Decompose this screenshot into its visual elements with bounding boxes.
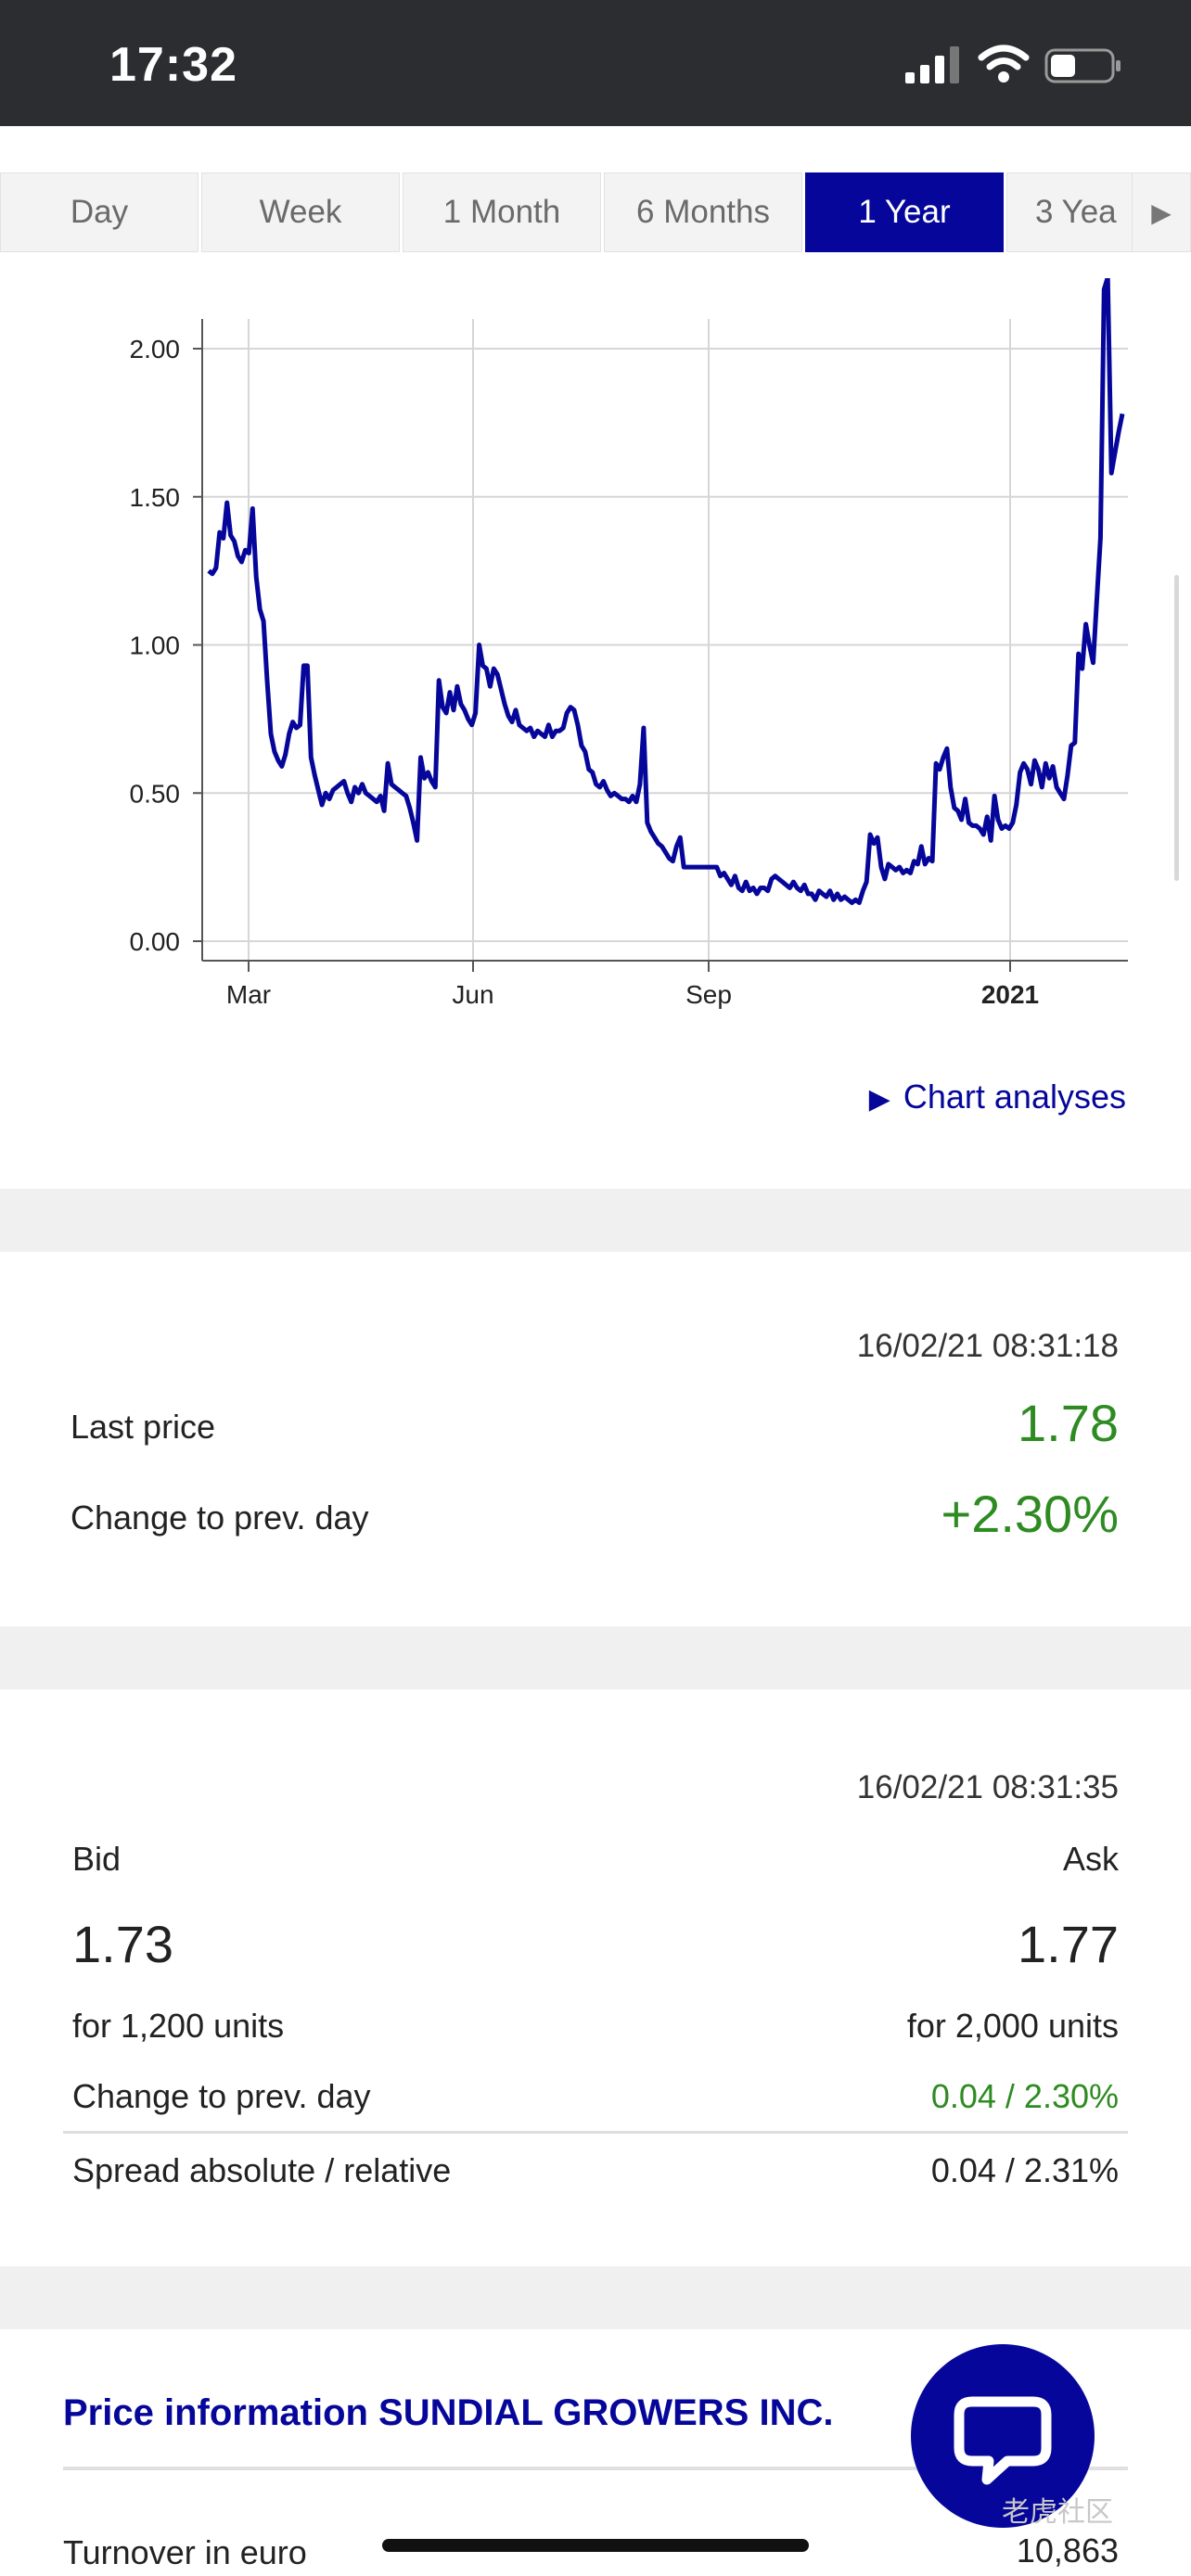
ask-value: 1.77 xyxy=(1018,1915,1119,1973)
last-price-label: Last price xyxy=(70,1408,216,1446)
ask-label: Ask xyxy=(1062,1840,1119,1878)
tab-6-months[interactable]: 6 Months xyxy=(604,172,802,252)
bid-ask-change-value: 0.04 / 2.30% xyxy=(930,2077,1119,2115)
tab-day[interactable]: Day xyxy=(0,172,198,252)
period-tabs: Day Week 1 Month 6 Months 1 Year 3 Yea xyxy=(0,172,1191,252)
chart-analyses-link[interactable]: ▶ Chart analyses xyxy=(869,1078,1126,1116)
home-indicator[interactable] xyxy=(382,2539,809,2552)
x-tick-label: Sep xyxy=(685,980,732,1009)
change-label: Change to prev. day xyxy=(70,1498,369,1537)
x-tick-label: Mar xyxy=(226,980,271,1009)
title-underline xyxy=(63,2467,1128,2470)
chart-analyses-label: Chart analyses xyxy=(903,1078,1126,1116)
price-info-title: Price information SUNDIAL GROWERS INC. xyxy=(63,2392,834,2433)
last-price-value: 1.78 xyxy=(1018,1394,1119,1452)
ask-units: for 2,000 units xyxy=(906,2007,1119,2045)
last-price-timestamp: 16/02/21 08:31:18 xyxy=(856,1328,1119,1364)
price-chart: 0.00 0.50 1.00 1.50 2.00 Mar Jun Sep 2021 xyxy=(130,278,1128,1009)
price-series-line xyxy=(207,278,1125,905)
tab-1-year[interactable]: 1 Year xyxy=(805,172,1004,252)
bid-value: 1.73 xyxy=(72,1915,173,1973)
watermark-logo: 老虎社区 xyxy=(1002,2497,1113,2528)
status-time: 17:32 xyxy=(109,38,237,92)
x-tick-label: Jun xyxy=(452,980,493,1009)
section-divider xyxy=(0,1189,1191,1252)
y-tick-label: 2.00 xyxy=(130,335,181,363)
scroll-indicator xyxy=(1174,575,1179,881)
tab-week[interactable]: Week xyxy=(201,172,400,252)
turnover-value: 10,863 xyxy=(1016,2531,1119,2570)
x-tick-label: 2021 xyxy=(981,980,1039,1009)
spread-label: Spread absolute / relative xyxy=(72,2151,452,2189)
turnover-label: Turnover in euro xyxy=(63,2533,307,2571)
section-divider xyxy=(0,1626,1191,1690)
y-tick-label: 1.50 xyxy=(130,483,181,512)
tabs-scroll-right-icon[interactable]: ▶ xyxy=(1132,172,1191,252)
tab-1-month[interactable]: 1 Month xyxy=(403,172,601,252)
bid-ask-timestamp: 16/02/21 08:31:35 xyxy=(856,1769,1119,1805)
wifi-icon xyxy=(978,45,1030,83)
chat-bubble-icon xyxy=(954,2396,1052,2485)
y-tick-label: 0.50 xyxy=(130,779,181,808)
bid-label: Bid xyxy=(72,1840,122,1878)
status-bar: 17:32 xyxy=(0,0,1191,126)
play-arrow-icon: ▶ xyxy=(868,1084,890,1115)
signal-icon xyxy=(905,46,959,83)
bid-ask-change-label: Change to prev. day xyxy=(72,2077,371,2115)
bid-units: for 1,200 units xyxy=(72,2007,285,2045)
change-value: +2.30% xyxy=(941,1485,1120,1543)
battery-icon xyxy=(1044,48,1121,83)
y-tick-label: 1.00 xyxy=(130,631,181,660)
chat-button[interactable] xyxy=(911,2344,1095,2528)
y-tick-label: 0.00 xyxy=(130,927,181,956)
row-divider xyxy=(63,2131,1128,2134)
spread-value: 0.04 / 2.31% xyxy=(930,2151,1119,2189)
tab-3-years[interactable]: 3 Yea xyxy=(1006,172,1155,252)
section-divider xyxy=(0,2266,1191,2329)
